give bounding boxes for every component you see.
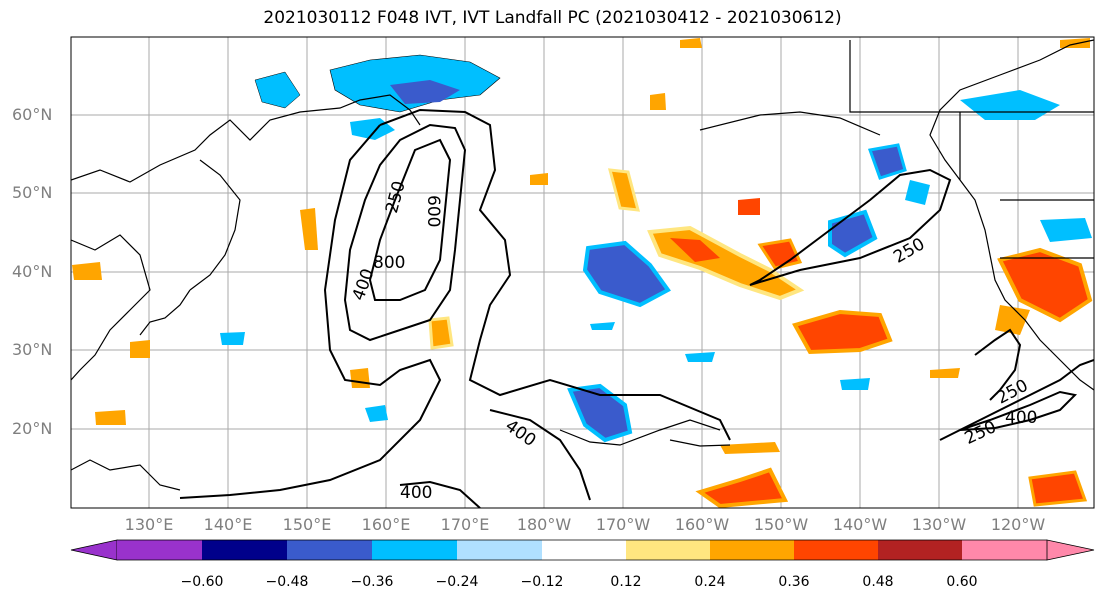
lat-label: 20°N	[12, 419, 53, 438]
colorbar-tick-label: −0.60	[180, 574, 224, 590]
lon-label: 130°W	[911, 515, 967, 534]
colorbar-extend-max	[1046, 539, 1095, 561]
colorbar-tick-label: −0.24	[435, 574, 479, 590]
coastlines	[71, 39, 1094, 491]
lon-label: 180°W	[516, 515, 572, 534]
map-title: 2021030112 F048 IVT, IVT Landfall PC (20…	[263, 8, 842, 28]
ivt-contours	[179, 108, 1094, 508]
colorbar-segment	[542, 540, 626, 560]
lon-label: 150°W	[753, 515, 809, 534]
colorbar-segment	[457, 540, 542, 560]
lat-label: 30°N	[12, 340, 53, 359]
colorbar-segment	[117, 540, 202, 560]
colorbar-segment	[287, 540, 372, 560]
lat-label: 60°N	[12, 105, 53, 124]
lon-label: 160°W	[674, 515, 730, 534]
lon-label: 130°E	[124, 515, 174, 534]
lat-label: 50°N	[12, 183, 53, 202]
map-frame	[70, 36, 1095, 509]
contour-label: 400	[1005, 408, 1037, 428]
graticule	[71, 37, 1094, 508]
lat-label: 40°N	[12, 262, 53, 281]
lon-label: 140°E	[203, 515, 253, 534]
lon-label: 160°E	[361, 515, 411, 534]
colorbar-segment	[202, 540, 287, 560]
lon-label: 170°W	[595, 515, 651, 534]
colorbar-tick-label: 0.36	[778, 574, 810, 590]
colorbar-segment	[878, 540, 962, 560]
colorbar-segment	[372, 540, 457, 560]
colorbar-tick-label: −0.48	[265, 574, 309, 590]
colorbar-tick-label: 0.12	[610, 574, 642, 590]
colorbar-segment	[710, 540, 794, 560]
colorbar-tick-label: 0.24	[694, 574, 726, 590]
colorbar-tick-label: 0.48	[862, 574, 894, 590]
colorbar-segment	[962, 540, 1047, 560]
colorbar-extend-min	[70, 539, 118, 561]
lon-label: 140°W	[832, 515, 888, 534]
lon-label: 120°W	[990, 515, 1046, 534]
contour-label: 800	[373, 253, 405, 273]
colorbar-tick-label: −0.12	[520, 574, 564, 590]
lon-label: 170°E	[440, 515, 490, 534]
contour-label: 400	[400, 483, 432, 503]
colorbar-segment	[626, 540, 710, 560]
colorbar-tick-label: −0.36	[350, 574, 394, 590]
colorbar-tick-label: 0.60	[946, 574, 978, 590]
colorbar	[70, 539, 1095, 561]
lon-label: 150°E	[282, 515, 332, 534]
contour-label: 600	[423, 195, 443, 227]
colorbar-segment	[794, 540, 878, 560]
